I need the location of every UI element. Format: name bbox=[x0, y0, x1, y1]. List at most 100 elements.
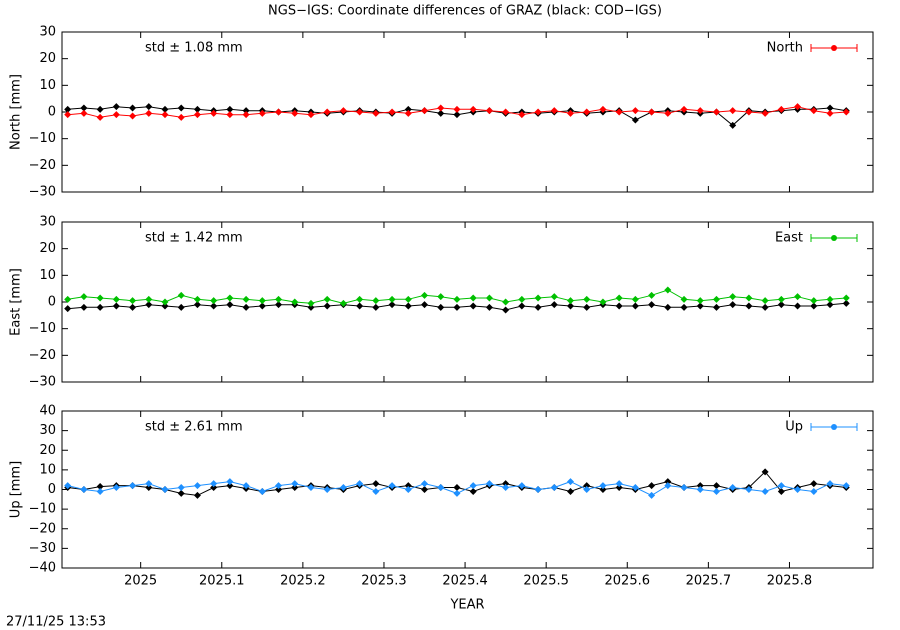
data-point bbox=[226, 111, 234, 119]
data-point bbox=[453, 484, 461, 492]
data-point bbox=[583, 108, 591, 116]
data-point bbox=[193, 295, 201, 303]
data-point bbox=[96, 303, 104, 311]
data-point bbox=[226, 301, 234, 309]
data-point bbox=[437, 303, 445, 311]
data-point bbox=[421, 480, 429, 488]
data-point bbox=[566, 487, 574, 495]
data-point bbox=[566, 297, 574, 305]
data-point bbox=[453, 105, 461, 113]
data-point bbox=[842, 294, 850, 302]
x-tick-label: 2025.1 bbox=[199, 574, 245, 589]
y-tick-label: −10 bbox=[29, 321, 56, 336]
x-tick-label: 2025.2 bbox=[280, 574, 326, 589]
data-point bbox=[729, 121, 737, 129]
data-point bbox=[323, 108, 331, 116]
data-point bbox=[729, 293, 737, 301]
data-point bbox=[712, 487, 720, 495]
data-point bbox=[631, 295, 639, 303]
data-point bbox=[648, 301, 656, 309]
data-point bbox=[534, 486, 542, 493]
legend-label: North bbox=[767, 41, 803, 56]
data-point bbox=[680, 303, 688, 311]
data-point bbox=[96, 105, 104, 113]
data-point bbox=[761, 303, 769, 311]
x-tick-label: 2025.6 bbox=[605, 574, 651, 589]
data-point bbox=[777, 487, 785, 495]
data-point bbox=[745, 486, 753, 493]
data-point bbox=[680, 484, 688, 492]
data-point bbox=[258, 487, 266, 495]
data-point bbox=[129, 104, 137, 112]
y-tick-label: −20 bbox=[29, 348, 56, 363]
data-point bbox=[648, 291, 656, 299]
data-point bbox=[599, 105, 607, 113]
data-point bbox=[777, 301, 785, 309]
data-point bbox=[177, 104, 185, 112]
legend-symbol bbox=[831, 235, 837, 241]
data-point bbox=[680, 105, 688, 113]
data-point bbox=[469, 487, 477, 495]
data-point bbox=[372, 297, 380, 305]
y-tick-label: −30 bbox=[29, 375, 56, 390]
data-point bbox=[712, 303, 720, 311]
y-tick-label: 0 bbox=[48, 295, 56, 310]
data-point bbox=[615, 480, 623, 488]
data-point bbox=[307, 111, 315, 119]
data-point bbox=[210, 302, 218, 310]
y-tick-label: −10 bbox=[29, 131, 56, 146]
data-point bbox=[356, 295, 364, 303]
data-point bbox=[502, 484, 510, 492]
data-point bbox=[502, 298, 510, 306]
data-point bbox=[323, 295, 331, 303]
data-point bbox=[291, 109, 299, 117]
y-tick-label: 10 bbox=[39, 268, 56, 283]
std-annotation: std ± 1.08 mm bbox=[145, 41, 243, 56]
data-point bbox=[550, 107, 558, 115]
data-point bbox=[339, 107, 347, 115]
data-point bbox=[339, 484, 347, 492]
data-point bbox=[794, 293, 802, 301]
data-point bbox=[388, 301, 396, 309]
data-point bbox=[794, 103, 802, 111]
data-point bbox=[275, 482, 283, 490]
y-tick-label: −10 bbox=[29, 502, 56, 517]
y-tick-label: 10 bbox=[39, 462, 56, 477]
data-point bbox=[469, 105, 477, 113]
y-tick-label: −30 bbox=[29, 541, 56, 556]
data-point bbox=[810, 487, 818, 495]
data-point bbox=[112, 103, 120, 111]
data-point bbox=[518, 482, 526, 490]
data-point bbox=[615, 108, 623, 116]
data-point bbox=[64, 482, 72, 490]
data-point bbox=[404, 295, 412, 303]
data-point bbox=[534, 108, 542, 116]
data-point bbox=[323, 302, 331, 310]
y-tick-label: 10 bbox=[39, 78, 56, 93]
data-point bbox=[193, 301, 201, 309]
y-tick-label: −20 bbox=[29, 521, 56, 536]
data-point bbox=[307, 299, 315, 307]
data-point bbox=[826, 104, 834, 112]
data-point bbox=[177, 291, 185, 299]
data-point bbox=[242, 107, 250, 115]
data-point bbox=[64, 111, 72, 119]
data-point bbox=[631, 484, 639, 492]
data-point bbox=[356, 108, 364, 116]
x-tick-label: 2025.7 bbox=[686, 574, 732, 589]
data-point bbox=[680, 295, 688, 303]
data-point bbox=[615, 484, 623, 492]
data-point bbox=[696, 107, 704, 115]
data-point bbox=[712, 482, 720, 490]
data-point bbox=[566, 478, 574, 486]
data-point bbox=[777, 295, 785, 303]
y-tick-label: 20 bbox=[39, 443, 56, 458]
data-point bbox=[664, 109, 672, 117]
data-point bbox=[242, 482, 250, 490]
y-tick-label: 0 bbox=[48, 482, 56, 497]
data-point bbox=[80, 303, 88, 311]
data-point bbox=[275, 295, 283, 303]
data-point bbox=[388, 108, 396, 116]
data-point bbox=[145, 484, 153, 492]
